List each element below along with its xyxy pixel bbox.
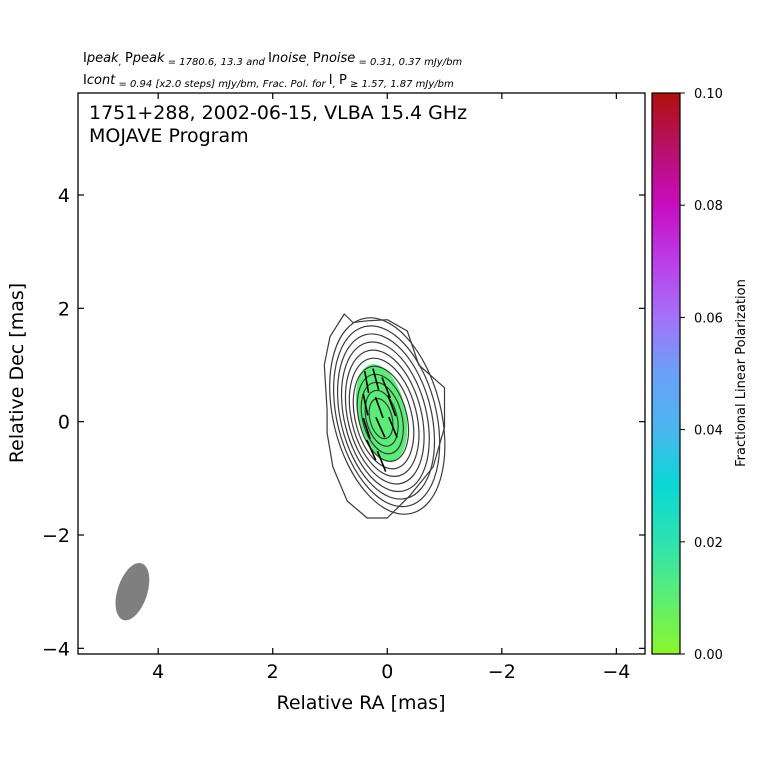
header-segment: ≥ 1.57, 1.87 mJy/bm [347,79,454,90]
plot-title-line-1: 1751+288, 2002-06-15, VLBA 15.4 GHz [89,102,467,124]
header-segment: cont [87,73,116,88]
header-segment: peak [86,51,119,66]
beam-ellipse [115,563,150,621]
y-tick-label: −2 [42,525,70,547]
plot-title-line-2: MOJAVE Program [89,125,249,147]
colorbar-tick-label: 0.00 [694,648,723,663]
header-segment: P [125,51,133,66]
header-segment: I [83,51,87,66]
evpa-tick [381,377,391,399]
header-line-1: Ipeak, Ppeak = 1780.6, 13.3 and Inoise, … [83,51,462,68]
header-segment: P [339,73,347,88]
header-segment: = 0.94 [x2.0 steps] mJy/bm, Frac. Pol. f… [115,79,329,90]
y-tick-label: 2 [58,298,70,320]
contour-level [364,389,399,447]
header-segment: I [83,73,87,88]
header-segment: = 0.31, 0.37 mJy/bm [355,57,462,68]
evpa-tick [374,396,384,419]
header-segment: I [268,51,272,66]
contour-outer [323,313,446,519]
axis-ticks: 4 2 0 −2 −4 4 2 0 −2 −4 [42,93,645,683]
colorbar-tick-label: 0.04 [694,424,723,439]
plot-content [115,313,446,621]
header-segment: , [307,57,313,68]
colorbar-label: Fractional Linear Polarization [734,279,749,467]
colorbar-tick-label: 0.02 [694,536,723,551]
plot-frame [77,92,646,655]
contour-level [356,373,410,462]
header-segment: P [313,51,321,66]
contour-level [360,381,404,455]
evpa-tick [363,371,370,393]
header-segment: , [333,79,339,90]
header-segment: noise [272,51,307,66]
contour-level [340,341,430,493]
x-tick-label: 2 [267,661,279,683]
evpa-tick [366,439,377,461]
contour-level [333,325,441,508]
evpa-tick [362,417,371,440]
y-axis-label: Relative Dec [mas] [6,283,28,463]
colorbar-tick-label: 0.10 [694,87,723,102]
x-tick-label: −4 [602,661,630,683]
evpa-tick [388,416,398,438]
y-tick-label: 0 [58,412,70,434]
contour-level [344,349,425,485]
evpa-tick [375,416,386,438]
evpa-tick [387,395,397,417]
header-line-2: Icont = 0.94 [x2.0 steps] mJy/bm, Frac. … [83,73,454,90]
header-segment: , [119,57,125,68]
colorbar-tick-label: 0.06 [694,311,723,326]
colorbar-tick-label: 0.08 [694,199,723,214]
colorbar [652,93,680,654]
evpa-tick [362,393,369,416]
colorbar-frame [651,92,681,655]
header-segment: noise [321,51,356,66]
x-tick-label: 0 [381,661,393,683]
x-axis-label: Relative RA [mas] [276,692,445,714]
y-tick-label: 4 [58,185,70,207]
x-tick-label: −2 [488,661,516,683]
header-segment: I [329,73,333,88]
y-tick-label: −4 [42,638,70,660]
header-segment: = 1780.6, 13.3 and [165,57,269,68]
evpa-tick [376,450,387,472]
contour-level [329,317,446,515]
contour-level [352,365,415,470]
colorbar-ticks: 0.00 0.02 0.04 0.06 0.08 0.10 [680,87,723,663]
evpa-tick [372,368,380,390]
contour-level [348,357,420,477]
x-tick-label: 4 [152,661,164,683]
header-segment: peak [132,51,165,66]
